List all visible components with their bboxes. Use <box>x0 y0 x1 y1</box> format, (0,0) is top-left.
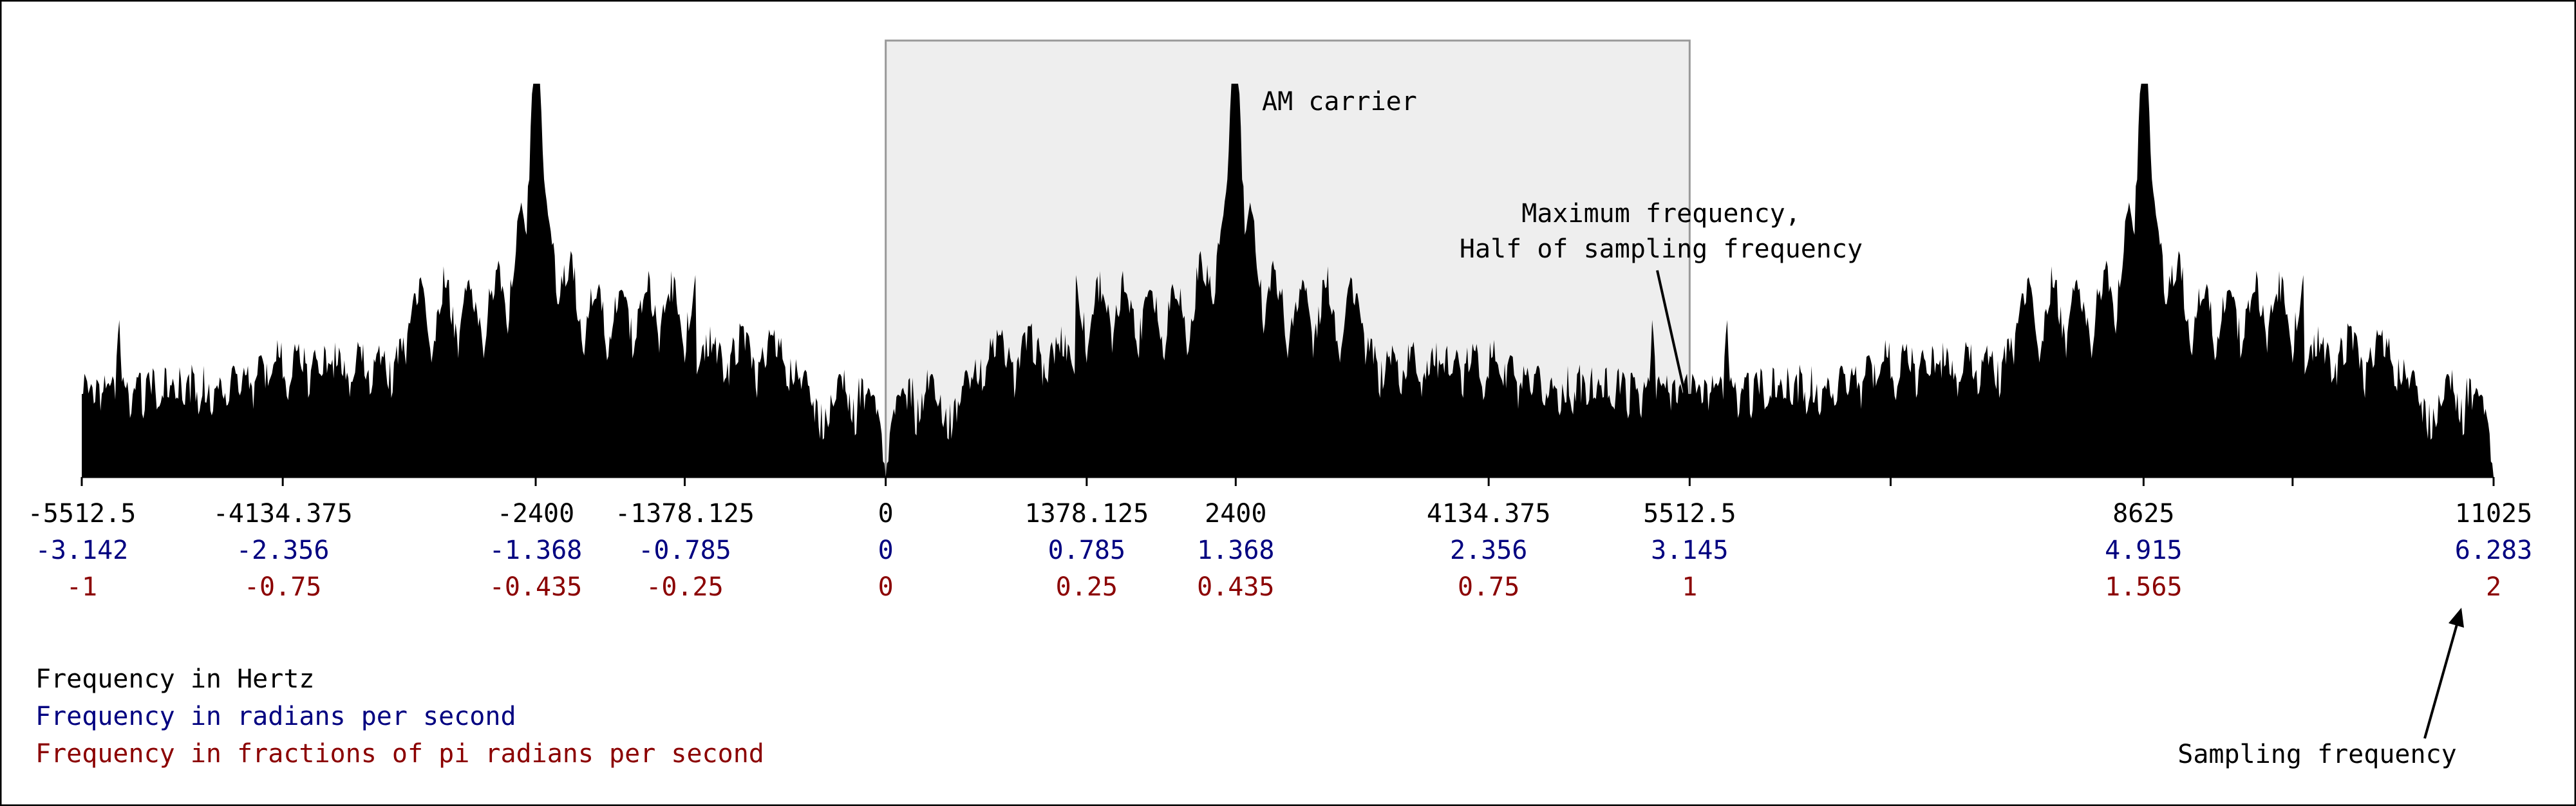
tick-label-hz: -2400 <box>497 499 574 529</box>
tick-label-rad: 6.283 <box>2455 536 2532 565</box>
tick-label-pi: 0 <box>878 572 894 602</box>
tick-label-hz: -5512.5 <box>28 499 136 529</box>
tick-label-pi: 1.565 <box>2105 572 2182 602</box>
tick-label-pi: 2 <box>2486 572 2501 602</box>
tick-label-pi: 0.75 <box>1458 572 1519 602</box>
tick-label-hz: 8625 <box>2112 499 2174 529</box>
legend-radians: Frequency in radians per second <box>35 702 516 731</box>
tick-label-hz: -4134.375 <box>213 499 353 529</box>
tick-label-pi: 0.435 <box>1197 572 1274 602</box>
tick-label-rad: 3.145 <box>1651 536 1728 565</box>
tick-label-pi: -0.75 <box>244 572 321 602</box>
tick-label-rad: -1.368 <box>489 536 583 565</box>
tick-label-hz: 1378.125 <box>1025 499 1149 529</box>
am-carrier-label: AM carrier <box>1262 87 1417 117</box>
sampling-frequency-arrow-head <box>2449 608 2464 628</box>
tick-label-rad: -0.785 <box>638 536 731 565</box>
max-frequency-arrow-head <box>1678 399 1693 420</box>
spectrum-area <box>82 84 2494 477</box>
tick-label-rad: 2.356 <box>1450 536 1527 565</box>
tick-label-rad: -2.356 <box>236 536 330 565</box>
tick-label-pi: -0.25 <box>646 572 723 602</box>
tick-label-rad: 0.785 <box>1048 536 1125 565</box>
tick-label-pi: -0.435 <box>489 572 583 602</box>
tick-label-hz: -1378.125 <box>615 499 755 529</box>
tick-label-rad: -3.142 <box>35 536 129 565</box>
tick-label-hz: 2400 <box>1205 499 1266 529</box>
max-frequency-arrow-line <box>1656 270 1689 406</box>
tick-label-rad: 4.915 <box>2105 536 2182 565</box>
sampling-frequency-label: Sampling frequency <box>2177 740 2456 769</box>
sampling-frequency-arrow-line <box>2423 624 2458 739</box>
tick-label-pi: -1 <box>66 572 97 602</box>
legend-hertz: Frequency in Hertz <box>35 664 314 694</box>
tick-label-rad: 1.368 <box>1197 536 1274 565</box>
tick-label-hz: 4134.375 <box>1427 499 1551 529</box>
axis-tick-labels: -5512.5 -3.142 -1 -4134.375 -2.356 -0.75 -2400… <box>28 499 2533 602</box>
tick-label-hz: 5512.5 <box>1643 499 1736 529</box>
max-frequency-label-line2: Half of sampling frequency <box>1460 234 1863 264</box>
tick-label-pi: 0.25 <box>1056 572 1118 602</box>
tick-label-pi: 1 <box>1682 572 1697 602</box>
max-frequency-label-line1: Maximum frequency, <box>1521 199 1800 229</box>
tick-label-hz: 11025 <box>2455 499 2532 529</box>
legend-pi-fraction: Frequency in fractions of pi radians per… <box>35 739 764 769</box>
tick-label-hz: 0 <box>878 499 894 529</box>
axis-ticks <box>80 477 2495 486</box>
tick-label-rad: 0 <box>878 536 894 565</box>
